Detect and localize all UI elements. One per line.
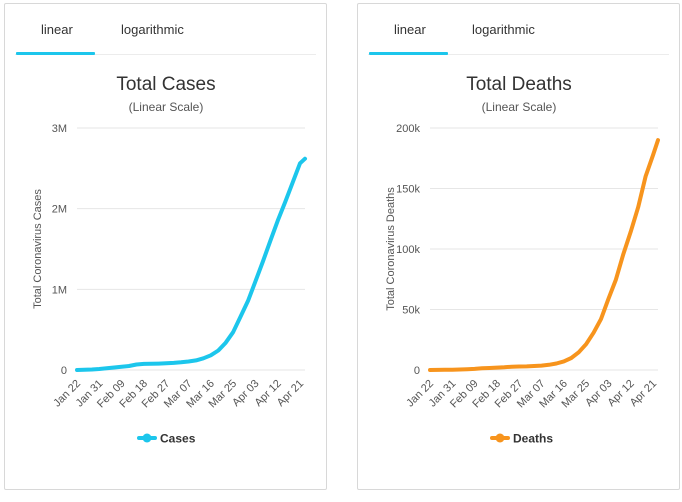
data-point — [283, 200, 287, 204]
data-point — [224, 341, 228, 345]
active-tab-indicator — [16, 52, 95, 55]
legend-label: Cases — [160, 432, 196, 446]
y-axis-label: Total Coronavirus Deaths — [385, 187, 397, 311]
data-point — [525, 364, 529, 368]
tab-linear[interactable]: linear — [41, 22, 73, 37]
data-point — [261, 260, 265, 264]
cases-chart-panel: linear logarithmic Total Cases (Linear Sc… — [4, 3, 327, 490]
data-point — [428, 368, 432, 372]
data-point — [584, 342, 588, 346]
data-point — [179, 360, 183, 364]
data-point — [120, 365, 124, 369]
data-point — [149, 362, 153, 366]
tab-divider — [15, 54, 316, 55]
chart-title: Total Cases — [116, 74, 215, 95]
data-point — [187, 359, 191, 363]
cases-chart: Total Cases (Linear Scale) 0 1M 2M 3M Total Co… — [32, 74, 307, 446]
data-point — [231, 330, 235, 334]
legend-marker-icon — [495, 433, 505, 443]
y-tick-label: 100k — [396, 244, 420, 256]
data-point — [502, 365, 506, 369]
data-point — [134, 363, 138, 367]
data-point — [532, 364, 536, 368]
data-point — [592, 331, 596, 335]
data-point — [209, 353, 213, 357]
data-point — [599, 317, 603, 321]
tab-logarithmic[interactable]: logarithmic — [472, 22, 535, 37]
data-point — [450, 368, 454, 372]
data-point — [142, 362, 146, 366]
data-point — [291, 181, 295, 185]
data-point — [105, 366, 109, 370]
data-point — [75, 368, 79, 372]
data-point — [547, 363, 551, 367]
data-point — [216, 348, 220, 352]
data-point — [298, 161, 302, 165]
y-tick-label: 2M — [52, 204, 67, 216]
y-tick-label: 1M — [52, 284, 67, 296]
deaths-chart: Total Deaths (Linear Scale) 0 50k 100k 150k 20… — [385, 74, 660, 446]
y-axis-label: Total Coronavirus Cases — [32, 189, 44, 309]
tab-linear[interactable]: linear — [394, 22, 426, 37]
data-point — [246, 299, 250, 303]
data-point — [443, 368, 447, 372]
data-point — [276, 219, 280, 223]
data-point — [562, 359, 566, 363]
data-point — [435, 368, 439, 372]
legend-item[interactable]: Deaths — [490, 432, 553, 446]
data-point — [253, 279, 257, 283]
data-point — [656, 138, 660, 142]
data-point — [239, 315, 243, 319]
data-point — [644, 174, 648, 178]
data-point — [495, 366, 499, 370]
legend-label: Deaths — [513, 432, 553, 446]
deaths-chart-panel: linear logarithmic Total Deaths (Linear S… — [357, 3, 680, 490]
data-point — [554, 361, 558, 365]
data-point — [473, 367, 477, 371]
y-tick-label: 50k — [402, 305, 420, 317]
data-point — [510, 365, 514, 369]
data-point — [303, 157, 307, 161]
data-point — [201, 356, 205, 360]
data-point — [157, 362, 161, 366]
series-line — [75, 156, 307, 372]
data-point — [97, 367, 101, 371]
legend-item[interactable]: Cases — [137, 432, 196, 446]
data-point — [172, 361, 176, 365]
data-point — [577, 350, 581, 354]
data-point — [268, 239, 272, 243]
data-point — [621, 252, 625, 256]
data-point — [569, 356, 573, 360]
data-point — [465, 367, 469, 371]
data-point — [480, 366, 484, 370]
data-point — [636, 205, 640, 209]
data-point — [629, 230, 633, 234]
data-point — [164, 361, 168, 365]
data-point — [651, 153, 655, 157]
active-tab-indicator — [369, 52, 448, 55]
data-point — [458, 367, 462, 371]
chart-subtitle: (Linear Scale) — [482, 100, 557, 114]
y-tick-label: 200k — [396, 123, 420, 135]
y-tick-label: 0 — [61, 365, 67, 377]
y-tick-label: 150k — [396, 184, 420, 196]
data-point — [82, 368, 86, 372]
data-point — [606, 297, 610, 301]
tab-divider — [368, 54, 669, 55]
data-point — [517, 365, 521, 369]
tab-logarithmic[interactable]: logarithmic — [121, 22, 184, 37]
chart-title: Total Deaths — [466, 74, 572, 95]
data-point — [127, 364, 131, 368]
data-point — [112, 365, 116, 369]
y-tick-label: 3M — [52, 123, 67, 135]
chart-subtitle: (Linear Scale) — [129, 100, 204, 114]
legend-marker-icon — [142, 433, 152, 443]
data-point — [194, 358, 198, 362]
data-point — [614, 278, 618, 282]
y-tick-label: 0 — [414, 365, 420, 377]
data-point — [487, 366, 491, 370]
data-point — [90, 368, 94, 372]
data-point — [540, 364, 544, 368]
